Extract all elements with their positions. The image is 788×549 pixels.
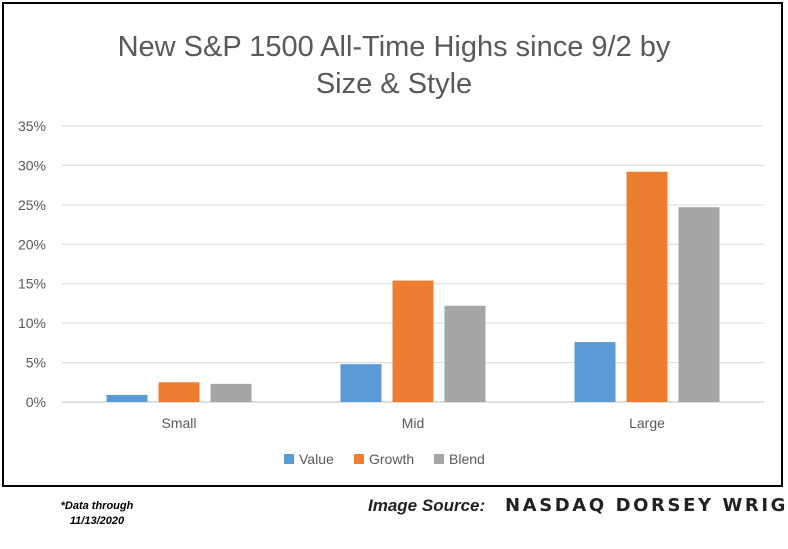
- bar-value-mid: [340, 364, 382, 402]
- x-axis-tick-labels: Small Mid Large: [161, 415, 665, 431]
- x-tick-label: Large: [629, 415, 665, 431]
- bar-growth-small: [158, 382, 200, 402]
- y-tick-label: 0%: [26, 394, 46, 410]
- legend-swatch-value: [284, 454, 294, 464]
- bar-chart: New S&P 1500 All-Time Highs since 9/2 by…: [18, 31, 764, 467]
- x-tick-label: Small: [161, 415, 196, 431]
- y-tick-label: 10%: [18, 315, 46, 331]
- y-tick-label: 35%: [18, 118, 46, 134]
- image-source-label: Image Source:: [368, 496, 486, 515]
- legend-label-growth: Growth: [369, 451, 414, 467]
- bars: [106, 171, 720, 402]
- legend-label-value: Value: [299, 451, 334, 467]
- footnote: *Data through 11/13/2020: [44, 500, 150, 527]
- footnote-line-1: *Data through: [60, 500, 134, 512]
- bar-blend-large: [678, 207, 720, 402]
- legend: Value Growth Blend: [284, 451, 485, 467]
- image-source-name: NASDAQ DORSEY WRIGHT: [505, 495, 788, 516]
- y-tick-label: 20%: [18, 236, 46, 252]
- chart-title-line-2: Size & Style: [316, 68, 472, 100]
- bar-value-large: [574, 342, 616, 402]
- y-tick-label: 15%: [18, 276, 46, 292]
- x-tick-label: Mid: [402, 415, 425, 431]
- bar-growth-large: [626, 171, 668, 402]
- bar-blend-mid: [444, 305, 486, 402]
- bar-growth-mid: [392, 280, 434, 402]
- legend-label-blend: Blend: [449, 451, 485, 467]
- y-tick-label: 25%: [18, 197, 46, 213]
- bar-value-small: [106, 394, 148, 402]
- footnote-line-2: 11/13/2020: [69, 515, 125, 527]
- bar-blend-small: [210, 383, 252, 402]
- y-tick-label: 5%: [26, 355, 46, 371]
- y-tick-label: 30%: [18, 157, 46, 173]
- chart-frame: New S&P 1500 All-Time Highs since 9/2 by…: [2, 2, 783, 487]
- legend-swatch-blend: [434, 454, 444, 464]
- chart-title-line-1: New S&P 1500 All-Time Highs since 9/2 by: [118, 31, 671, 63]
- y-axis-tick-labels: 0% 5% 10% 15% 20% 25% 30% 35%: [18, 118, 46, 410]
- legend-swatch-growth: [354, 454, 364, 464]
